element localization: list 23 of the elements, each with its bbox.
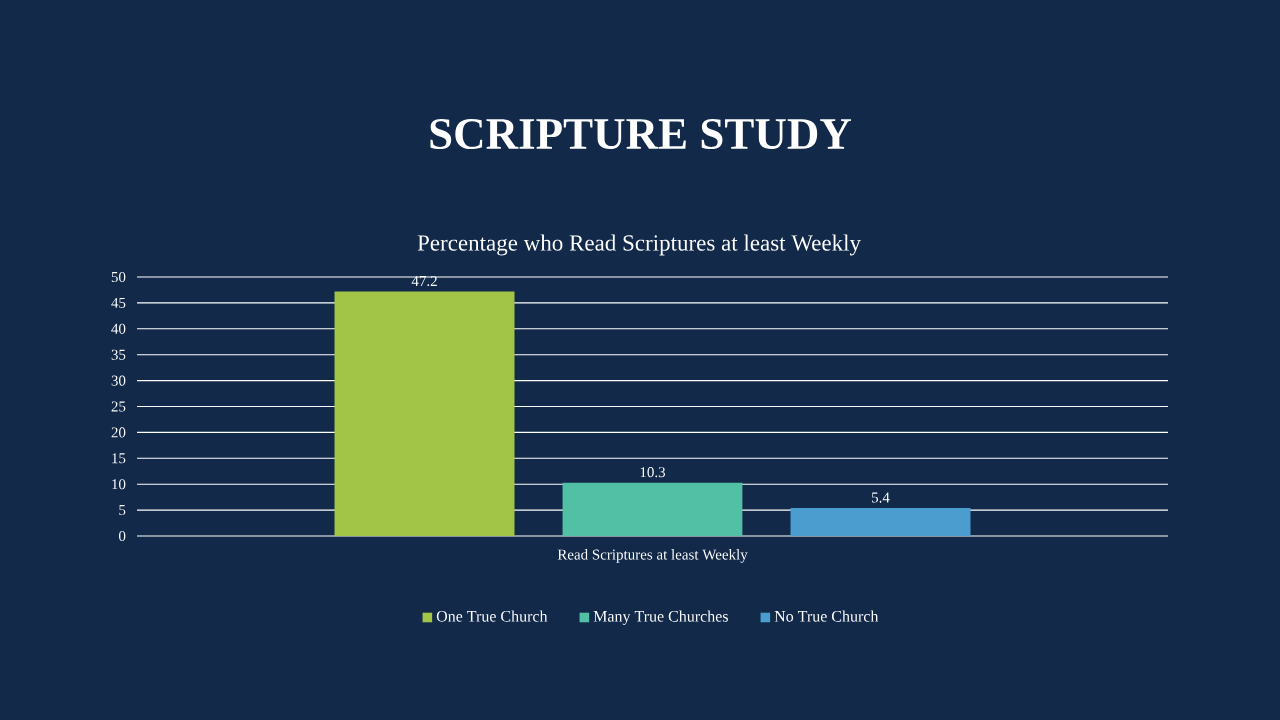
bar xyxy=(790,508,971,536)
y-tick-label: 45 xyxy=(111,297,126,308)
y-tick-label: 20 xyxy=(111,427,126,438)
data-label: 47.2 xyxy=(411,275,437,287)
y-tick-label: 40 xyxy=(111,323,126,334)
legend-label: One True Church xyxy=(436,610,548,622)
data-label: 5.4 xyxy=(872,492,890,503)
bar xyxy=(562,482,743,536)
x-tick-label: Read Scriptures at least Weekly xyxy=(557,549,748,563)
chart-title: SCRIPTURE STUDY xyxy=(430,118,852,150)
y-tick-label: 50 xyxy=(111,271,126,283)
y-tick-label: 25 xyxy=(111,401,126,412)
legend-label: No True Church xyxy=(774,610,879,622)
bar xyxy=(334,291,515,536)
y-tick-label: 5 xyxy=(119,505,126,516)
legend-label: Many True Churches xyxy=(593,610,728,625)
y-tick-label: 10 xyxy=(112,479,126,490)
data-label: 10.3 xyxy=(640,467,666,478)
y-tick-label: 30 xyxy=(111,375,126,386)
y-tick-label: 15 xyxy=(112,453,126,464)
y-tick-label: 0 xyxy=(119,530,126,542)
y-tick-label: 35 xyxy=(111,349,126,360)
chart-subtitle: Percentage who Read Scriptures at least Weekly xyxy=(417,234,861,256)
